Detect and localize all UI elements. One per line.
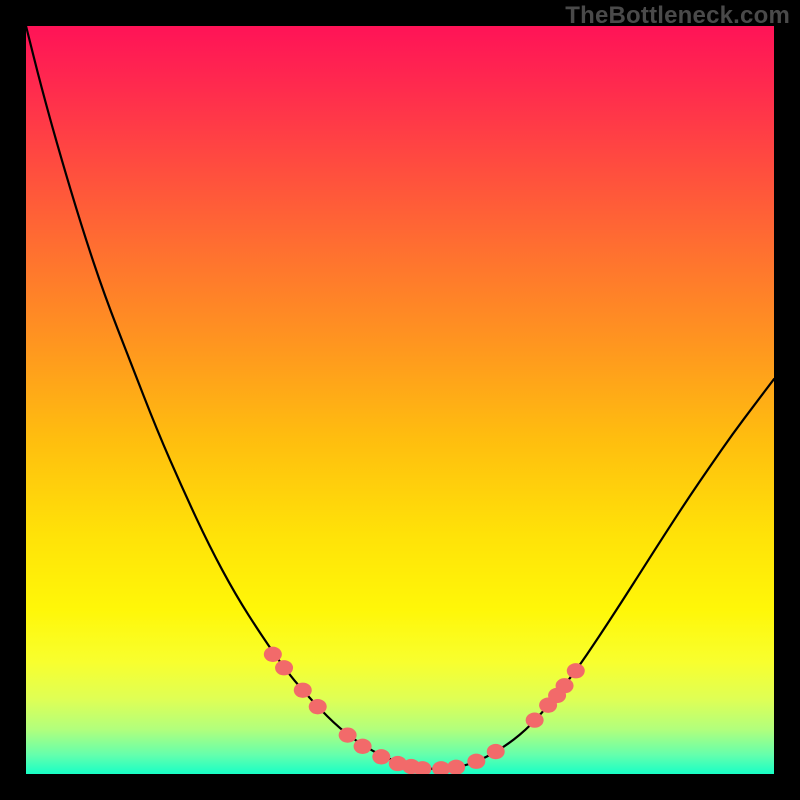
plot-area bbox=[26, 26, 774, 774]
curve-marker bbox=[275, 660, 293, 675]
curve-marker bbox=[372, 749, 390, 764]
curve-marker bbox=[354, 739, 372, 754]
curve-marker bbox=[487, 744, 505, 759]
watermark-label: TheBottleneck.com bbox=[565, 2, 790, 30]
background-gradient bbox=[26, 26, 774, 774]
curve-marker bbox=[467, 754, 485, 769]
chart-frame: TheBottleneck.com bbox=[0, 0, 800, 800]
curve-marker bbox=[567, 663, 585, 678]
curve-marker bbox=[309, 699, 327, 714]
curve-marker bbox=[264, 647, 282, 662]
curve-marker bbox=[294, 683, 312, 698]
curve-marker bbox=[556, 678, 574, 693]
curve-marker bbox=[526, 712, 544, 727]
curve-marker bbox=[339, 727, 357, 742]
chart-svg bbox=[26, 26, 774, 774]
